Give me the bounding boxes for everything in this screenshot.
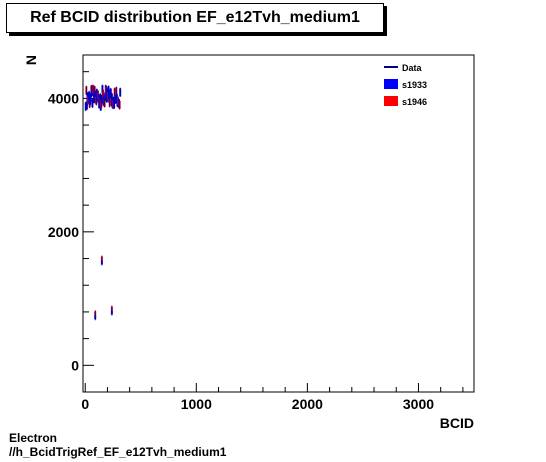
footer-histogram-path: //h_BcidTrigRef_EF_e12Tvh_medium1 [9,445,227,459]
y-axis-label: N [23,55,39,65]
legend: Data s1933 s1946 [384,63,427,107]
chart-title-box: Ref BCID distribution EF_e12Tvh_medium1 [6,3,384,33]
x-tick-label: 1000 [181,396,212,412]
axis-ticks: 0 1000 2000 3000 0 2000 4000 [48,71,464,412]
legend-label-s1946: s1946 [402,97,427,107]
y-tick-label: 4000 [48,90,79,106]
legend-label-s1933: s1933 [402,80,427,90]
legend-swatch-s1933 [384,79,398,89]
legend-label-data: Data [402,63,423,73]
plot-frame [82,54,475,393]
x-tick-label: 2000 [292,396,323,412]
x-axis-label: BCID [440,415,474,431]
footer-category: Electron [9,431,58,445]
x-tick-label: 3000 [403,396,434,412]
data-marks [84,84,122,321]
legend-swatch-s1946 [384,96,398,106]
chart-title: Ref BCID distribution EF_e12Tvh_medium1 [30,9,360,26]
y-tick-label: 2000 [48,224,79,240]
x-tick-label: 0 [81,396,89,412]
y-tick-label: 0 [71,357,79,373]
